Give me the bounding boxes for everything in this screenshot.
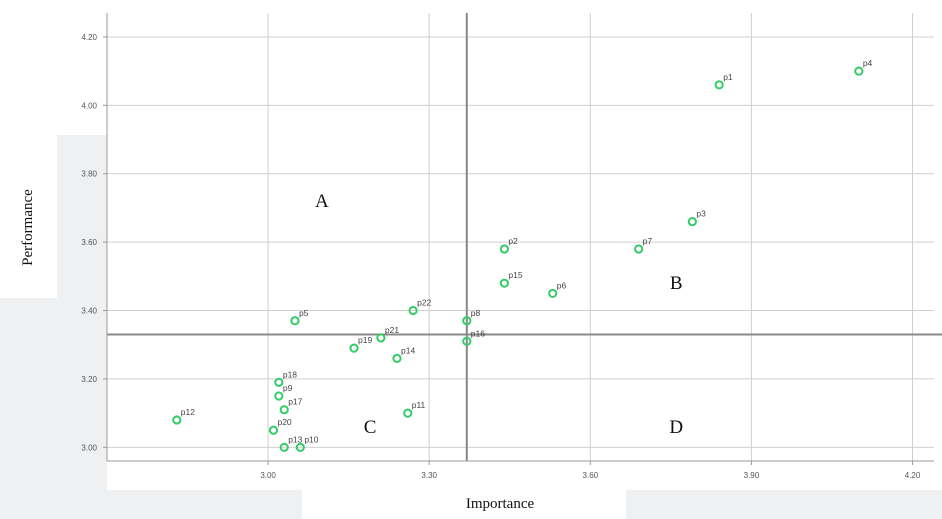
x-tick-label: 3.90 xyxy=(744,471,760,480)
quadrant-label-c: C xyxy=(364,417,377,438)
x-tick-label: 3.60 xyxy=(583,471,599,480)
x-tick-label: 3.30 xyxy=(421,471,437,480)
point-label: p10 xyxy=(304,434,318,444)
y-tick-label: 3.00 xyxy=(81,443,97,452)
point-label: p22 xyxy=(417,298,431,308)
point-label: p8 xyxy=(471,308,481,318)
point-label: p21 xyxy=(385,325,399,335)
quadrant-label-d: D xyxy=(669,417,683,438)
point-label: p14 xyxy=(401,345,415,355)
point-label: p7 xyxy=(643,236,653,246)
x-tick-label: 4.20 xyxy=(905,471,921,480)
point-label: p9 xyxy=(283,383,293,393)
point-label: p19 xyxy=(358,335,372,345)
point-label: p13 xyxy=(288,434,302,444)
point-label: p3 xyxy=(696,209,706,219)
y-tick-label: 3.80 xyxy=(81,170,97,179)
point-label: p15 xyxy=(508,270,522,280)
x-tick-label: 3.00 xyxy=(260,471,276,480)
point-label: p18 xyxy=(283,369,297,379)
point-label: p17 xyxy=(288,397,302,407)
x-axis-label: Importance xyxy=(400,496,600,513)
point-label: p6 xyxy=(557,280,567,290)
point-label: p4 xyxy=(863,58,873,68)
point-label: p2 xyxy=(508,236,518,246)
y-tick-label: 3.20 xyxy=(81,375,97,384)
quadrant-label-a: A xyxy=(315,191,329,212)
y-tick-label: 3.60 xyxy=(81,238,97,247)
point-label: p12 xyxy=(181,407,195,417)
plot-area xyxy=(107,13,934,461)
y-tick-label: 4.20 xyxy=(81,33,97,42)
point-label: p20 xyxy=(277,417,291,427)
point-label: p16 xyxy=(471,328,485,338)
y-tick-label: 3.40 xyxy=(81,307,97,316)
quadrant-label-b: B xyxy=(670,273,683,294)
y-axis-label: Performance xyxy=(6,152,50,302)
point-label: p1 xyxy=(723,72,733,82)
y-tick-label: 4.00 xyxy=(81,101,97,110)
point-label: p11 xyxy=(412,400,426,410)
point-label: p5 xyxy=(299,308,309,318)
